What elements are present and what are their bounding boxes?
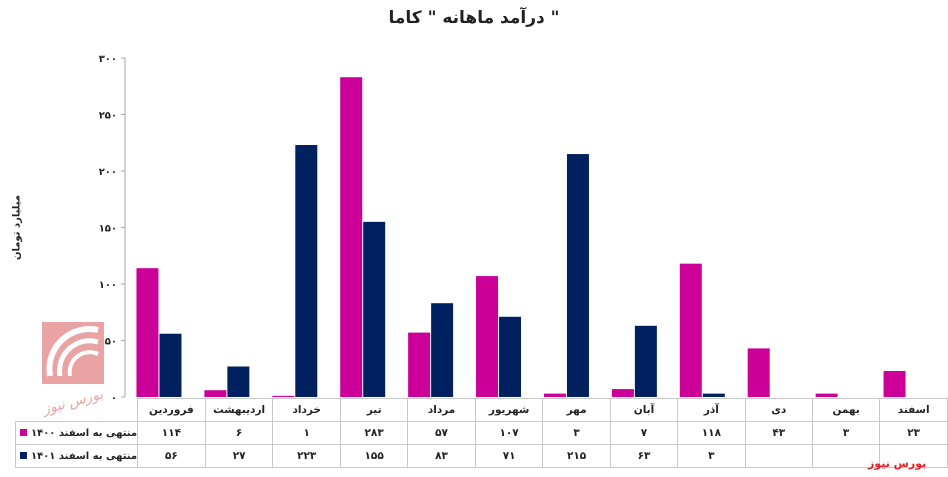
y-tick-label: ۲۵۰ bbox=[99, 111, 117, 122]
legend-label: منتهی به اسفند ۱۴۰۱ bbox=[31, 450, 138, 462]
data-table: فروردین اردیبهشت خرداد تیر مرداد شهریور مهر آبا… bbox=[14, 398, 948, 468]
category-label: تیر bbox=[339, 398, 409, 422]
logo: بورس نیوز bbox=[39, 318, 110, 418]
bar bbox=[431, 303, 454, 397]
bar bbox=[815, 393, 838, 397]
y-tick-label: ۰ bbox=[111, 393, 117, 400]
data-label: ۱۱۸ bbox=[677, 421, 746, 445]
data-label: ۷۱ bbox=[474, 444, 544, 468]
table-row: منتهی به اسفند ۱۴۰۰ ۱۱۴ ۶ ۱ ۲۸۳ ۵۷ ۱۰۷ ۳ ۷ ۱۱۸ ۴۳ ۳… bbox=[14, 421, 948, 445]
bar bbox=[499, 316, 522, 397]
data-label: ۳ bbox=[811, 421, 881, 445]
data-label bbox=[811, 444, 881, 468]
bar bbox=[204, 390, 227, 397]
data-label: ۴۳ bbox=[744, 421, 813, 445]
chart-title: درآمد ماهانه " کاما " bbox=[388, 8, 560, 28]
y-tick-label: ۱۰۰ bbox=[99, 280, 117, 291]
data-label: ۲۱۵ bbox=[542, 444, 611, 468]
bar bbox=[611, 389, 634, 397]
data-label: ۱۱۴ bbox=[137, 421, 206, 445]
category-label: آبان bbox=[609, 398, 679, 422]
bar bbox=[883, 371, 906, 397]
data-label: ۲۲۳ bbox=[272, 444, 341, 468]
category-label: بهمن bbox=[811, 398, 881, 422]
data-label bbox=[744, 444, 813, 468]
bar bbox=[363, 221, 386, 397]
category-label: اردیبهشت bbox=[204, 398, 274, 422]
data-label: ۵۶ bbox=[137, 444, 206, 468]
bar bbox=[634, 325, 657, 397]
category-label: آذر bbox=[677, 398, 746, 422]
category-label: شهریور bbox=[474, 398, 544, 422]
category-label: مهر bbox=[542, 398, 611, 422]
y-tick-label: ۲۰۰ bbox=[99, 167, 117, 178]
legend-swatch bbox=[20, 452, 27, 459]
bar bbox=[543, 393, 566, 397]
data-label: ۱۰۷ bbox=[474, 421, 544, 445]
bar bbox=[476, 276, 499, 397]
y-tick-label: ۱۵۰ bbox=[99, 224, 117, 235]
data-label: ۳ bbox=[677, 444, 746, 468]
watermark: بورس نیوز bbox=[868, 457, 927, 470]
data-label: ۲۷ bbox=[204, 444, 274, 468]
bar bbox=[136, 268, 159, 397]
plot-area: ۰ ۵۰ ۱۰۰ ۱۵۰ ۲۰۰ ۲۵۰ ۳۰۰ bbox=[99, 54, 906, 400]
legend-entry: منتهی به اسفند ۱۴۰۰ bbox=[14, 421, 139, 445]
bar bbox=[679, 263, 702, 397]
table-row: منتهی به اسفند ۱۴۰۱ ۵۶ ۲۷ ۲۲۳ ۱۵۵ ۸۳ ۷۱ ۲۱۵ ۶۳ ۳ bbox=[14, 444, 948, 468]
category-label: دی bbox=[744, 398, 813, 422]
bar bbox=[159, 333, 182, 397]
y-tick-label: ۳۰۰ bbox=[99, 54, 117, 65]
bar bbox=[272, 395, 295, 397]
legend-label: منتهی به اسفند ۱۴۰۰ bbox=[31, 427, 138, 439]
data-label: ۷ bbox=[609, 421, 679, 445]
bar bbox=[566, 154, 589, 397]
category-label: فروردین bbox=[137, 398, 206, 422]
category-label: مرداد bbox=[407, 398, 476, 422]
data-label: ۸۳ bbox=[407, 444, 476, 468]
data-label bbox=[879, 444, 948, 468]
data-label: ۶ bbox=[204, 421, 274, 445]
bar bbox=[340, 77, 363, 398]
data-label: ۲۳ bbox=[879, 421, 948, 445]
bar bbox=[747, 348, 770, 397]
data-label: ۱ bbox=[272, 421, 341, 445]
data-label: ۱۵۵ bbox=[339, 444, 409, 468]
y-tick-label: ۵۰ bbox=[105, 337, 117, 348]
data-label: ۶۳ bbox=[609, 444, 679, 468]
bar bbox=[702, 393, 725, 397]
bar bbox=[227, 366, 250, 397]
data-label: ۲۸۳ bbox=[339, 421, 409, 445]
category-label: خرداد bbox=[272, 398, 341, 422]
legend-swatch bbox=[20, 429, 27, 436]
category-label: اسفند bbox=[879, 398, 948, 422]
legend-entry: منتهی به اسفند ۱۴۰۱ bbox=[14, 444, 139, 468]
table-corner bbox=[16, 399, 138, 422]
data-label: ۳ bbox=[542, 421, 611, 445]
bar bbox=[408, 332, 431, 397]
bar bbox=[295, 145, 318, 397]
data-label: ۵۷ bbox=[407, 421, 476, 445]
